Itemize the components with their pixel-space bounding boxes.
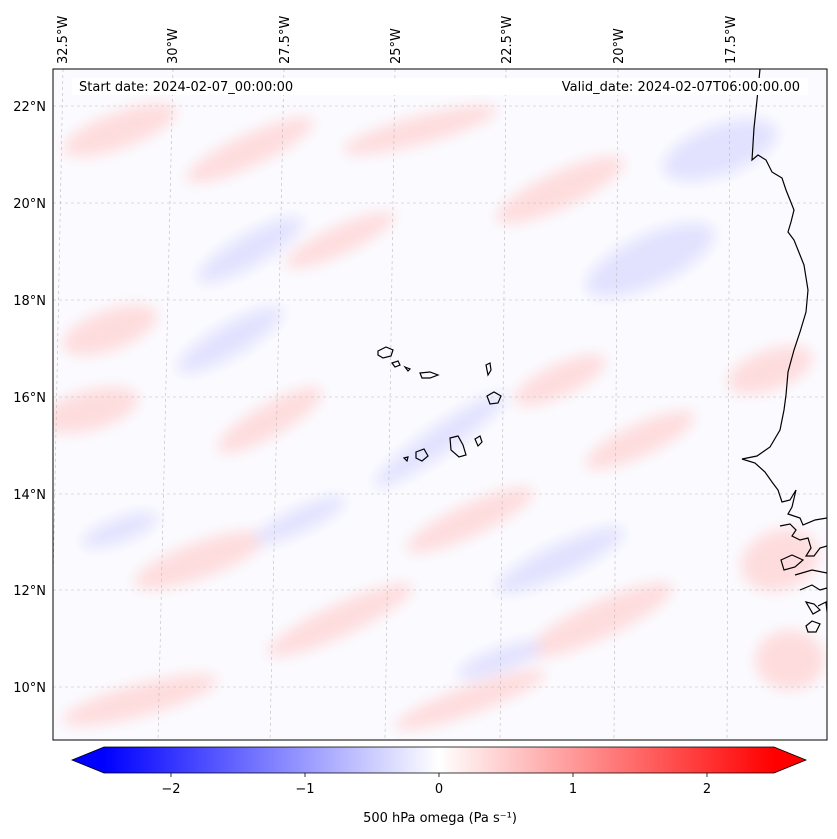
info-bar-background xyxy=(72,78,808,95)
colorbar-gradient xyxy=(104,747,774,773)
map-frame xyxy=(52,68,828,741)
colorbar-label: 500 hPa omega (Pa s⁻¹) xyxy=(363,811,517,826)
latitude-labels: 22°N 20°N 18°N 16°N 14°N 12°N 10°N xyxy=(13,100,46,696)
lat-tick-label: 14°N xyxy=(13,488,46,503)
longitude-labels: 32.5°W 30°W 27.5°W 25°W 22.5°W 20°W 17.5… xyxy=(56,16,739,64)
map-background xyxy=(53,69,827,740)
map-plot-area: Start date: 2024-02-07_00:00:00 Valid_da… xyxy=(52,68,828,741)
lon-tick-label: 30°W xyxy=(166,28,181,64)
lon-tick-label: 17.5°W xyxy=(724,16,739,64)
colorbar-extend-max xyxy=(774,747,806,773)
lon-tick-label: 22.5°W xyxy=(500,16,515,64)
lat-tick-label: 12°N xyxy=(13,584,46,599)
lat-tick-label: 22°N xyxy=(13,100,46,115)
start-date-label: Start date: 2024-02-07_00:00:00 xyxy=(79,80,293,95)
lat-tick-label: 18°N xyxy=(13,294,46,309)
lat-tick-label: 10°N xyxy=(13,681,46,696)
colorbar-tick-label: −1 xyxy=(295,782,314,797)
colorbar-tick-label: 0 xyxy=(435,782,443,797)
colorbar-tick-label: 2 xyxy=(703,782,711,797)
omega-field xyxy=(53,103,825,731)
colorbar-tick-label: −2 xyxy=(161,782,180,797)
colorbar-tick-label: 1 xyxy=(569,782,577,797)
colorbar: −2 −1 0 1 2 500 hPa omega (Pa s⁻¹) xyxy=(70,746,808,826)
colorbar-extend-min xyxy=(72,747,104,773)
cape-verde-islands xyxy=(377,346,502,463)
lon-tick-label: 32.5°W xyxy=(56,16,71,64)
lat-tick-label: 20°N xyxy=(13,197,46,212)
graticule xyxy=(53,69,827,740)
lon-tick-label: 25°W xyxy=(389,28,404,64)
lon-tick-label: 20°W xyxy=(612,28,627,64)
colorbar-outline xyxy=(70,746,808,774)
lat-tick-label: 16°N xyxy=(13,391,46,406)
valid-date-label: Valid_date: 2024-02-07T06:00:00.00 xyxy=(562,80,800,95)
lon-tick-label: 27.5°W xyxy=(278,16,293,64)
